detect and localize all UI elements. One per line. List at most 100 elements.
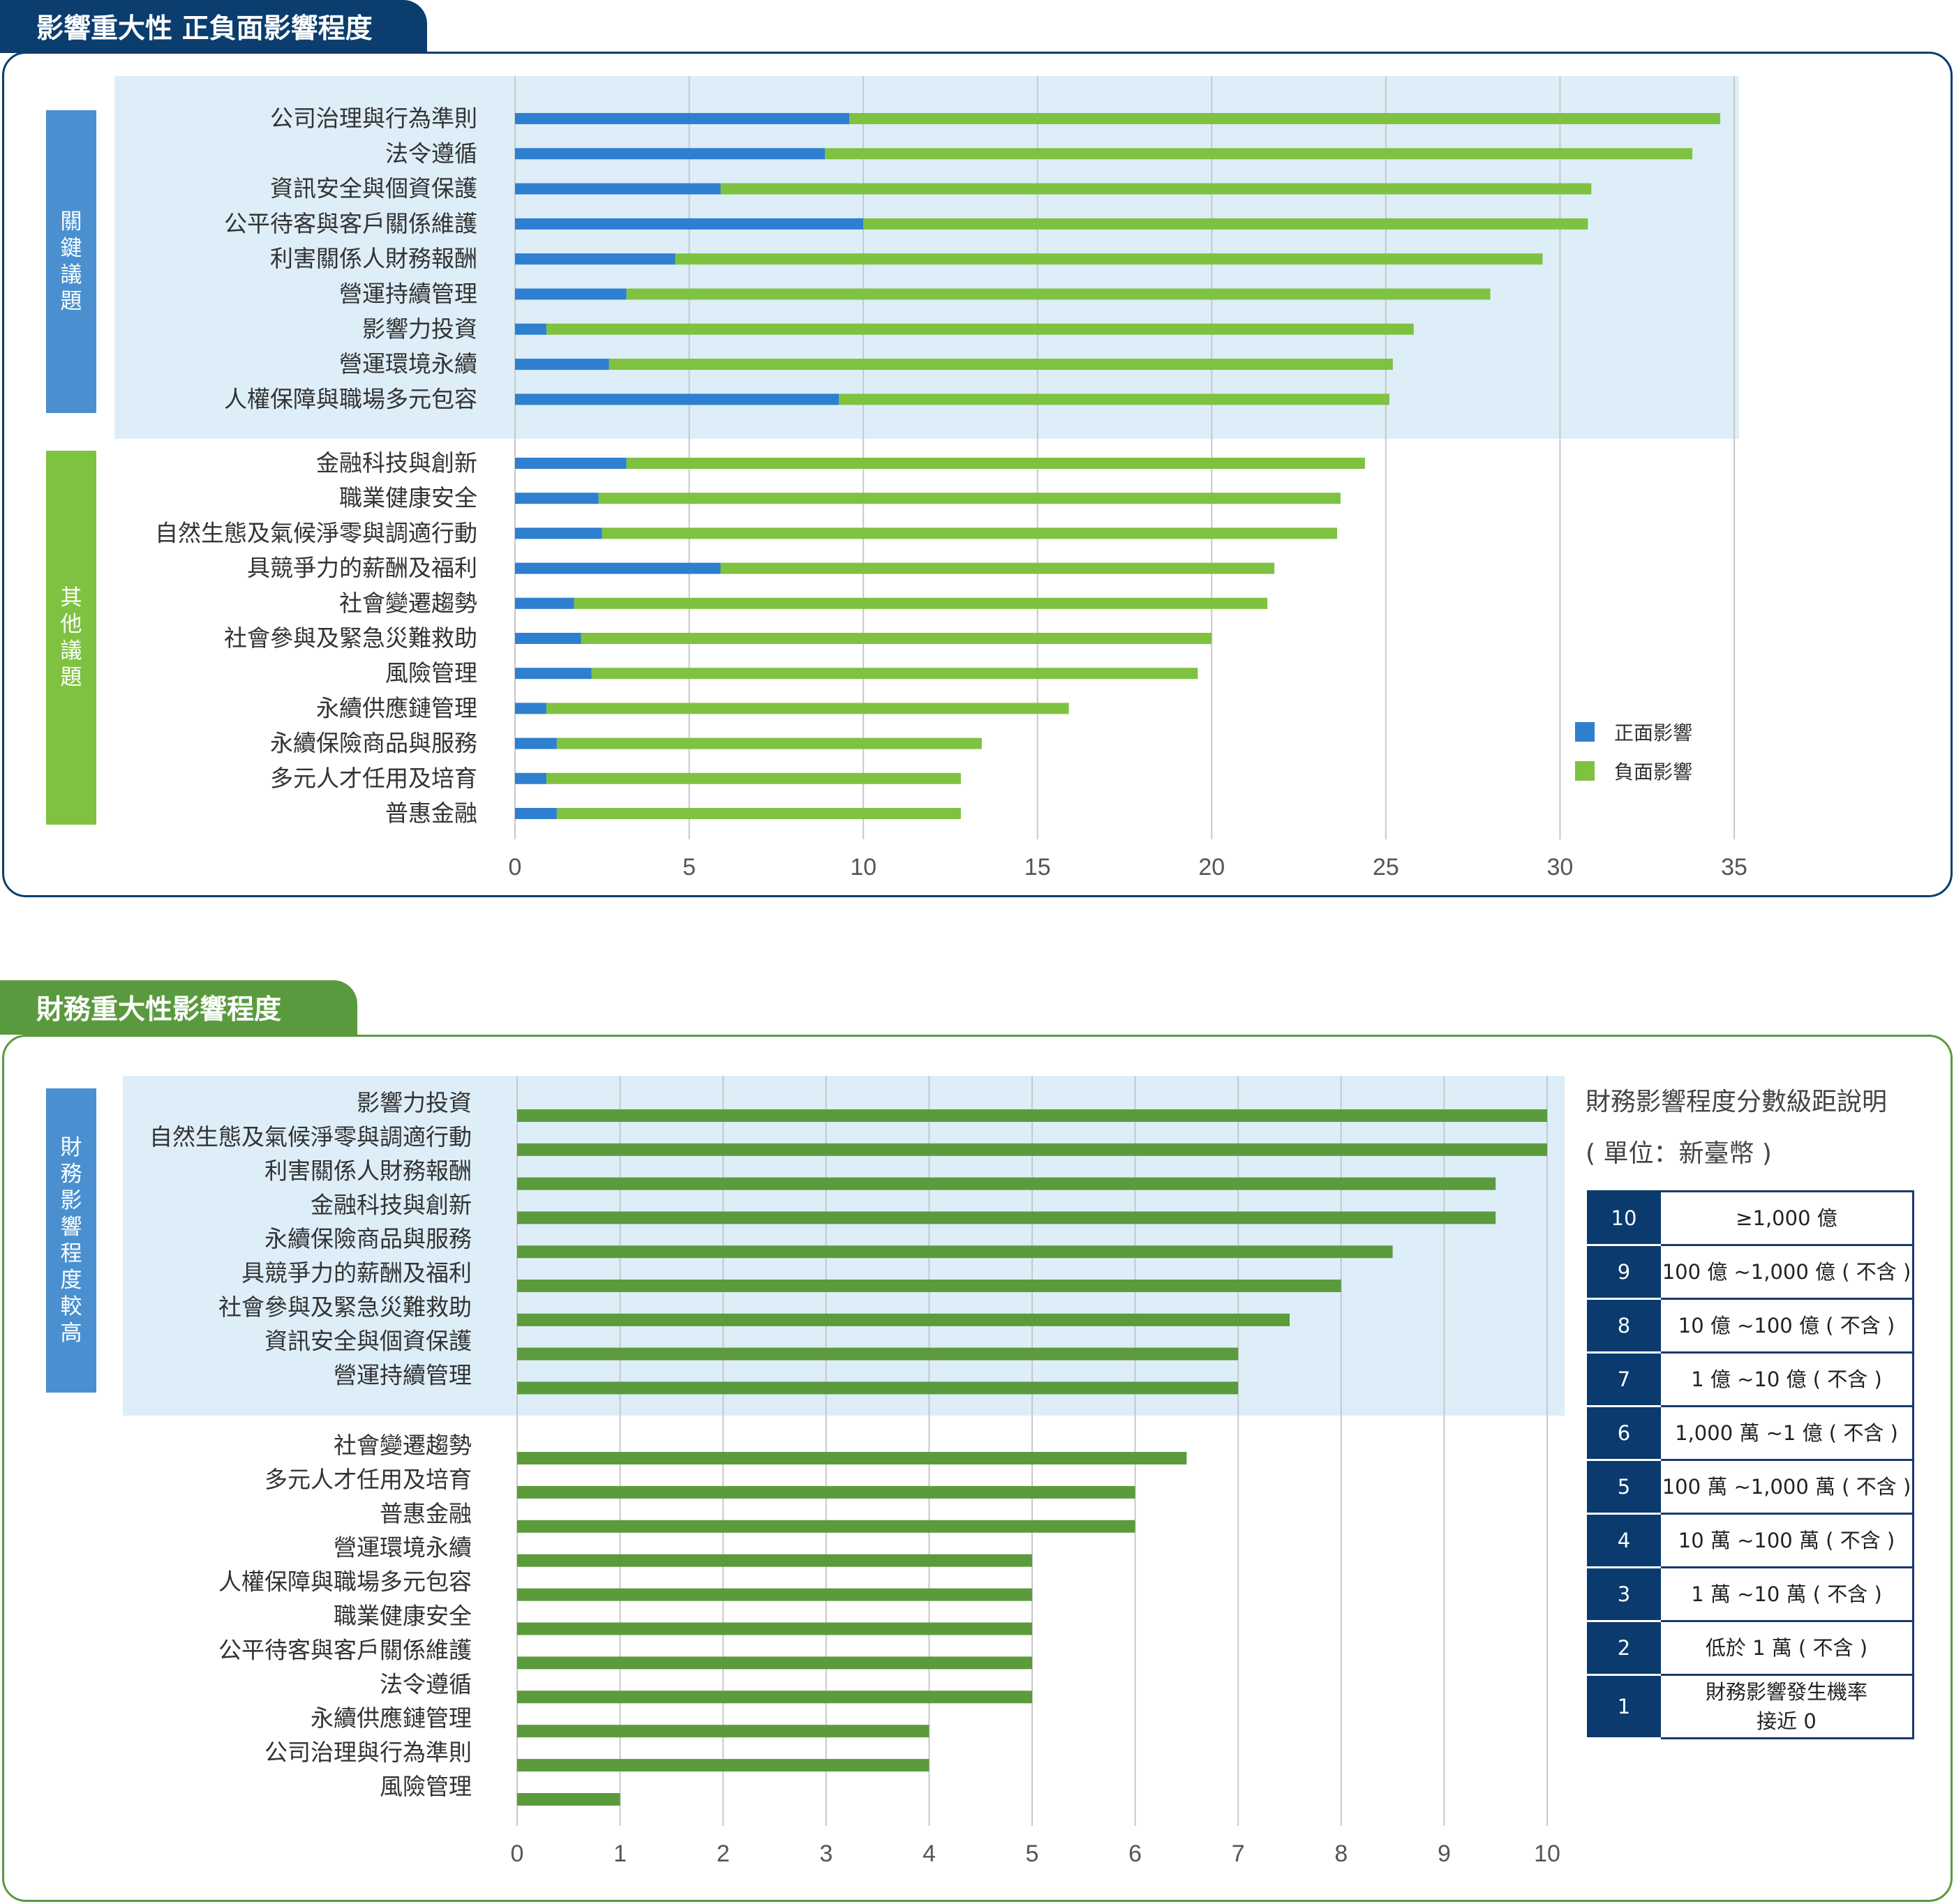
finance-bar	[517, 1452, 1187, 1464]
scale-desc-line: 財務影響發生機率	[1705, 1680, 1867, 1704]
category-label: 具競爭力的薪酬及福利	[247, 555, 477, 582]
category-label: 多元人才任用及培育	[270, 765, 477, 792]
scale-score: 5	[1587, 1459, 1661, 1515]
x-tick-label: 8	[1334, 1841, 1348, 1867]
key-issues-label: 關鍵議題	[46, 110, 96, 413]
positive-bar	[515, 562, 721, 574]
negative-bar	[839, 393, 1389, 405]
finance-panel-border	[2, 1035, 1953, 1902]
positive-bar	[515, 668, 592, 680]
finance-bar	[517, 1759, 930, 1772]
impact-stacked-bar-chart: 0 5 10 15 20 25 30 35 公司治理與行為準則法令遵循資訊安全與個資保護公平待客…	[114, 76, 1747, 880]
finance-panel-title: 財務重大性影響程度	[0, 980, 357, 1035]
positive-bar	[515, 808, 557, 819]
other-issues-label-text: 其他議題	[61, 585, 82, 691]
legend-negative-label: 負面影響	[1614, 760, 1693, 784]
category-label: 法令遵循	[380, 1670, 472, 1697]
vertical-label-char: 關	[60, 209, 82, 234]
vertical-label-char: 其	[60, 585, 82, 610]
category-label: 永續保險商品與服務	[264, 1225, 472, 1252]
finance-bar	[517, 1177, 1496, 1190]
scale-row: 9 100 億 ~1,000 億 ( 不含 )	[1587, 1244, 1914, 1300]
finance-bar	[517, 1588, 1032, 1601]
category-label: 資訊安全與個資保護	[270, 175, 477, 202]
negative-bar	[546, 323, 1414, 335]
scale-desc: ≥1,000 億	[1659, 1190, 1914, 1246]
category-label: 具競爭力的薪酬及福利	[241, 1259, 472, 1287]
scale-desc: 10 億 ~100 億 ( 不含 )	[1659, 1298, 1914, 1354]
vertical-label-char: 題	[60, 289, 82, 314]
category-label: 公司治理與行為準則	[264, 1739, 472, 1766]
finance-bar	[517, 1313, 1290, 1326]
negative-bar	[720, 183, 1592, 195]
positive-bar	[515, 633, 581, 644]
scale-desc: 低於 1 萬 ( 不含 )	[1659, 1620, 1914, 1676]
negative-bar	[574, 597, 1268, 609]
finance-bar	[517, 1109, 1547, 1122]
negative-bar	[626, 288, 1491, 300]
vertical-label-char: 議	[60, 262, 82, 287]
finance-bar	[517, 1725, 930, 1738]
vertical-label-char: 程	[60, 1241, 82, 1266]
category-label: 影響力投資	[362, 315, 477, 343]
positive-bar	[515, 493, 599, 504]
finance-bar	[517, 1554, 1032, 1567]
legend-positive-swatch	[1575, 722, 1595, 742]
category-label: 永續供應鏈管理	[316, 694, 477, 721]
positive-bar	[515, 703, 546, 714]
category-label: 營運持續管理	[339, 280, 477, 308]
positive-bar	[515, 527, 602, 539]
legend-positive-label: 正面影響	[1614, 721, 1693, 744]
x-tick-label: 25	[1373, 854, 1399, 880]
x-tick-label: 0	[509, 854, 522, 880]
scale-title: 財務影響程度分數級距說明 ( 單位：新臺幣 )	[1586, 1077, 1887, 1180]
finance-bar	[517, 1245, 1393, 1259]
category-label: 法令遵循	[385, 140, 477, 167]
x-tick-label: 20	[1198, 854, 1225, 880]
scale-score: 4	[1587, 1513, 1661, 1568]
x-tick-label: 3	[819, 1841, 833, 1867]
x-tick-label: 30	[1547, 854, 1574, 880]
category-label: 職業健康安全	[334, 1603, 472, 1630]
negative-bar	[863, 218, 1588, 230]
x-tick-label: 1	[613, 1841, 627, 1867]
category-label: 自然生態及氣候淨零與調適行動	[149, 1123, 472, 1150]
x-tick-label: 5	[683, 854, 696, 880]
x-tick-label: 5	[1026, 1841, 1039, 1867]
vertical-label-char: 務	[60, 1162, 82, 1187]
vertical-label-char: 他	[60, 612, 82, 637]
vertical-label-char: 度	[60, 1268, 82, 1293]
vertical-label-char: 響	[60, 1215, 82, 1240]
vertical-label-char: 議	[60, 638, 82, 664]
x-tick-label: 10	[1534, 1841, 1560, 1867]
scale-desc: 100 億 ~1,000 億 ( 不含 )	[1659, 1244, 1914, 1300]
negative-bar	[546, 772, 961, 784]
vertical-label-char: 題	[60, 665, 82, 690]
positive-bar	[515, 253, 676, 265]
finance-bar	[517, 1793, 620, 1806]
key-issues-label-text: 關鍵議題	[61, 209, 82, 315]
finance-bar	[517, 1622, 1032, 1635]
scale-score: 8	[1587, 1298, 1661, 1354]
finance-bar	[517, 1520, 1135, 1533]
vertical-label-char: 影	[60, 1188, 82, 1213]
negative-bar	[609, 359, 1393, 370]
scale-score: 9	[1587, 1244, 1661, 1300]
finance-high-label: 財務影響程度較高	[46, 1088, 96, 1393]
category-label: 公平待客與客戶關係維護	[224, 210, 477, 237]
negative-bar	[849, 113, 1721, 124]
category-label: 影響力投資	[357, 1089, 472, 1116]
positive-bar	[515, 359, 609, 370]
legend-negative-swatch	[1575, 761, 1595, 781]
category-label: 營運環境永續	[334, 1534, 472, 1561]
category-label: 社會變遷趨勢	[334, 1432, 472, 1459]
finance-bar	[517, 1656, 1032, 1670]
category-label: 人權保障與職場多元包容	[218, 1568, 472, 1596]
negative-bar	[598, 493, 1341, 504]
scale-desc: 100 萬 ~1,000 萬 ( 不含 )	[1659, 1459, 1914, 1515]
scale-row: 8 10 億 ~100 億 ( 不含 )	[1587, 1298, 1914, 1354]
scale-desc-line: 接近 0	[1757, 1709, 1817, 1733]
category-label: 自然生態及氣候淨零與調適行動	[155, 519, 477, 546]
